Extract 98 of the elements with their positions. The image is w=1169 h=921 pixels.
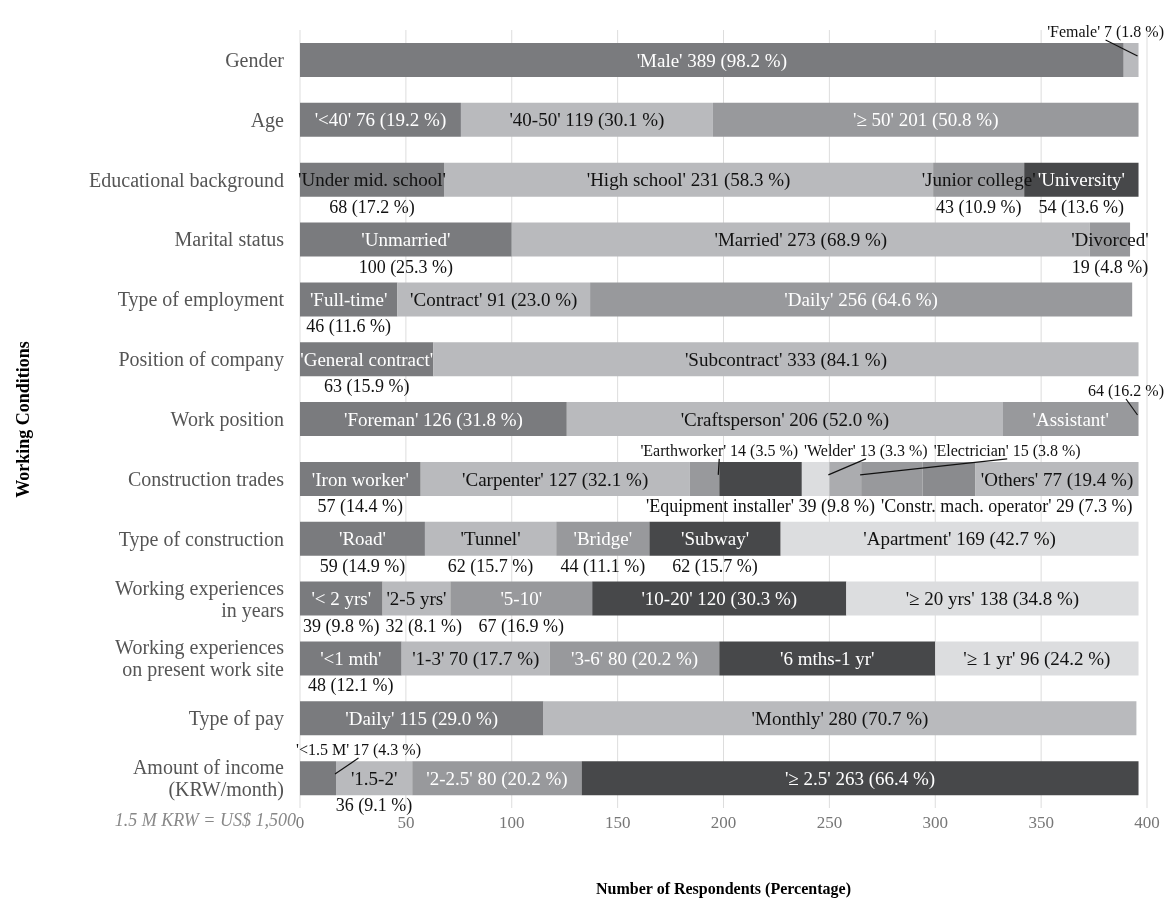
bar <box>829 461 862 496</box>
data-label: '≥ 2.5' 263 (66.4 %) <box>784 767 936 790</box>
y-tick-label: Gender <box>225 48 285 71</box>
y-tick-label: Working experiences on present work site <box>115 636 285 682</box>
data-label: '40-50' 119 (30.1 %) <box>509 109 665 132</box>
bar <box>300 761 336 796</box>
data-label: '3-6' 80 (20.2 %) <box>570 648 699 671</box>
data-label: '2-5 yrs' 32 (8.1 %) <box>385 588 463 637</box>
data-label: '≥ 1 yr' 96 (24.2 %) <box>963 648 1111 671</box>
y-tick-label: Type of construction <box>118 527 284 551</box>
data-label: 'Tunnel' 62 (15.7 %) <box>447 528 534 577</box>
annotation: 64 (16.2 %) <box>1088 382 1164 400</box>
y-tick-label: Work position <box>170 408 284 431</box>
data-label: 'Contract' 91 (23.0 %) <box>410 289 578 312</box>
y-tick-label: Type of employment <box>117 288 285 312</box>
x-tick-label: 250 <box>816 813 843 833</box>
text: 1.5 M KRW = US$ 1,500 <box>113 810 296 831</box>
data-label: 'Subway' 62 (15.7 %) <box>672 528 758 577</box>
data-label: 'Daily' 256 (64.6 %) <box>784 289 938 312</box>
data-label: '6 mths-1 yr' <box>780 648 875 670</box>
data-label: 'Married' 273 (68.9 %) <box>714 229 888 252</box>
data-label: 'Bridge' 44 (11.1 %) <box>560 528 646 577</box>
data-label: 'Craftsperson' 206 (52.0 %) <box>680 408 890 431</box>
annotation: 'Female' 7 (1.8 %) <box>1047 22 1164 41</box>
data-label: 'Equipment installer' 39 (9.8 %) <box>646 495 876 517</box>
data-label: 'Male' 389 (98.2 %) <box>636 49 788 72</box>
x-tick-label: 300 <box>922 813 948 833</box>
bar <box>300 521 425 556</box>
bar <box>1123 43 1139 77</box>
annotation: 'Welder' 13 (3.3 %) <box>804 441 928 460</box>
data-label: 'High school' 231 (58.3 %) <box>586 169 791 192</box>
data-label: '<1 mth' 48 (12.1 %) <box>308 648 394 697</box>
bar <box>300 222 512 257</box>
bar <box>922 461 976 496</box>
data-label: '<40' 76 (19.2 %) <box>314 109 447 132</box>
data-label: 'University' 54 (13.6 %) <box>1037 169 1125 218</box>
y-tick-label: Marital status <box>174 228 285 251</box>
x-tick-label: 400 <box>1134 813 1160 833</box>
x-tick-label: 100 <box>499 813 525 833</box>
annotation: 'Electrician' 15 (3.8 %) <box>933 441 1081 460</box>
x-tick-label: 0 <box>295 813 305 833</box>
data-label: 'Full-time' 46 (11.6 %) <box>306 289 392 338</box>
y-tick-label: Educational background <box>89 168 284 192</box>
data-label: '2-2.5' 80 (20.2 %) <box>426 767 568 790</box>
y-tick-label: Position of company <box>118 348 284 372</box>
bar <box>543 701 1137 736</box>
bar <box>712 102 1139 137</box>
bar <box>300 581 383 616</box>
x-tick-label: 150 <box>604 813 631 833</box>
bar <box>581 761 1139 796</box>
data-label: 'Unmarried' 100 (25.3 %) <box>358 229 454 278</box>
annotation: 'Earthworker' 14 (3.5 %) <box>640 441 799 460</box>
bar <box>300 641 402 676</box>
bar <box>649 521 781 556</box>
data-label: '5-10' 67 (16.9 %) <box>478 588 565 637</box>
y-tick-label: Age <box>250 108 285 132</box>
data-label: 'Road' 59 (14.9 %) <box>319 528 406 577</box>
data-label: 'Assistant' <box>1032 408 1110 430</box>
bar <box>689 461 720 496</box>
bar <box>336 761 413 796</box>
y-tick-label: Type of pay <box>188 707 284 731</box>
bar <box>300 43 1124 77</box>
data-label: 'Subcontract' 333 (84.1 %) <box>684 348 888 371</box>
data-label: '< 2 yrs' 39 (9.8 %) <box>303 588 380 637</box>
data-label: '≥ 20 yrs' 138 (34.8 %) <box>905 588 1080 611</box>
x-tick-label: 350 <box>1028 813 1054 833</box>
bar <box>460 102 713 137</box>
bar <box>590 282 1133 317</box>
data-label: '1-3' 70 (17.7 %) <box>412 648 540 671</box>
bar <box>1003 402 1139 437</box>
y-tick-label: Working experiences in years <box>115 576 285 622</box>
data-label: 'Apartment' 169 (42.7 %) <box>863 528 1056 551</box>
bar <box>566 402 1004 437</box>
data-label: 'Iron worker' 57 (14.4 %) <box>311 468 409 517</box>
annotation: '<1.5 M' 17 (4.3 %) <box>296 741 421 760</box>
bar <box>719 461 802 496</box>
data-label: 'Daily' 115 (29.0 %) <box>345 707 499 730</box>
bar <box>861 461 923 496</box>
bar <box>592 581 847 616</box>
data-label: 'Constr. mach. operator' 29 (7.3 %) <box>881 495 1133 517</box>
x-tick-label: 200 <box>710 813 737 833</box>
x-axis-title: Number of Respondents (Percentage) <box>595 880 852 898</box>
y-axis-title: Working Conditions <box>12 340 34 498</box>
data-label: '10-20' 120 (30.3 %) <box>641 588 798 611</box>
data-label: 'General contract' 63 (15.9 %) <box>300 348 434 398</box>
bar <box>424 521 557 556</box>
y-tick-label: Construction trades <box>127 467 285 490</box>
data-label: 'Monthly' 280 (70.7 %) <box>751 707 929 730</box>
bar <box>719 641 936 676</box>
data-label: 'Foreman' 126 (31.8 %) <box>343 408 523 431</box>
y-tick-label: Amount of income (KRW/month) <box>132 756 285 802</box>
bar <box>801 461 830 496</box>
data-label: 'Carpenter' 127 (32.1 %) <box>462 468 649 491</box>
bar <box>300 701 544 736</box>
bar <box>433 342 1139 377</box>
data-label: '≥ 50' 201 (50.8 %) <box>852 109 999 132</box>
bar <box>450 581 593 616</box>
data-label: 'Others' 77 (19.4 %) <box>980 468 1134 491</box>
